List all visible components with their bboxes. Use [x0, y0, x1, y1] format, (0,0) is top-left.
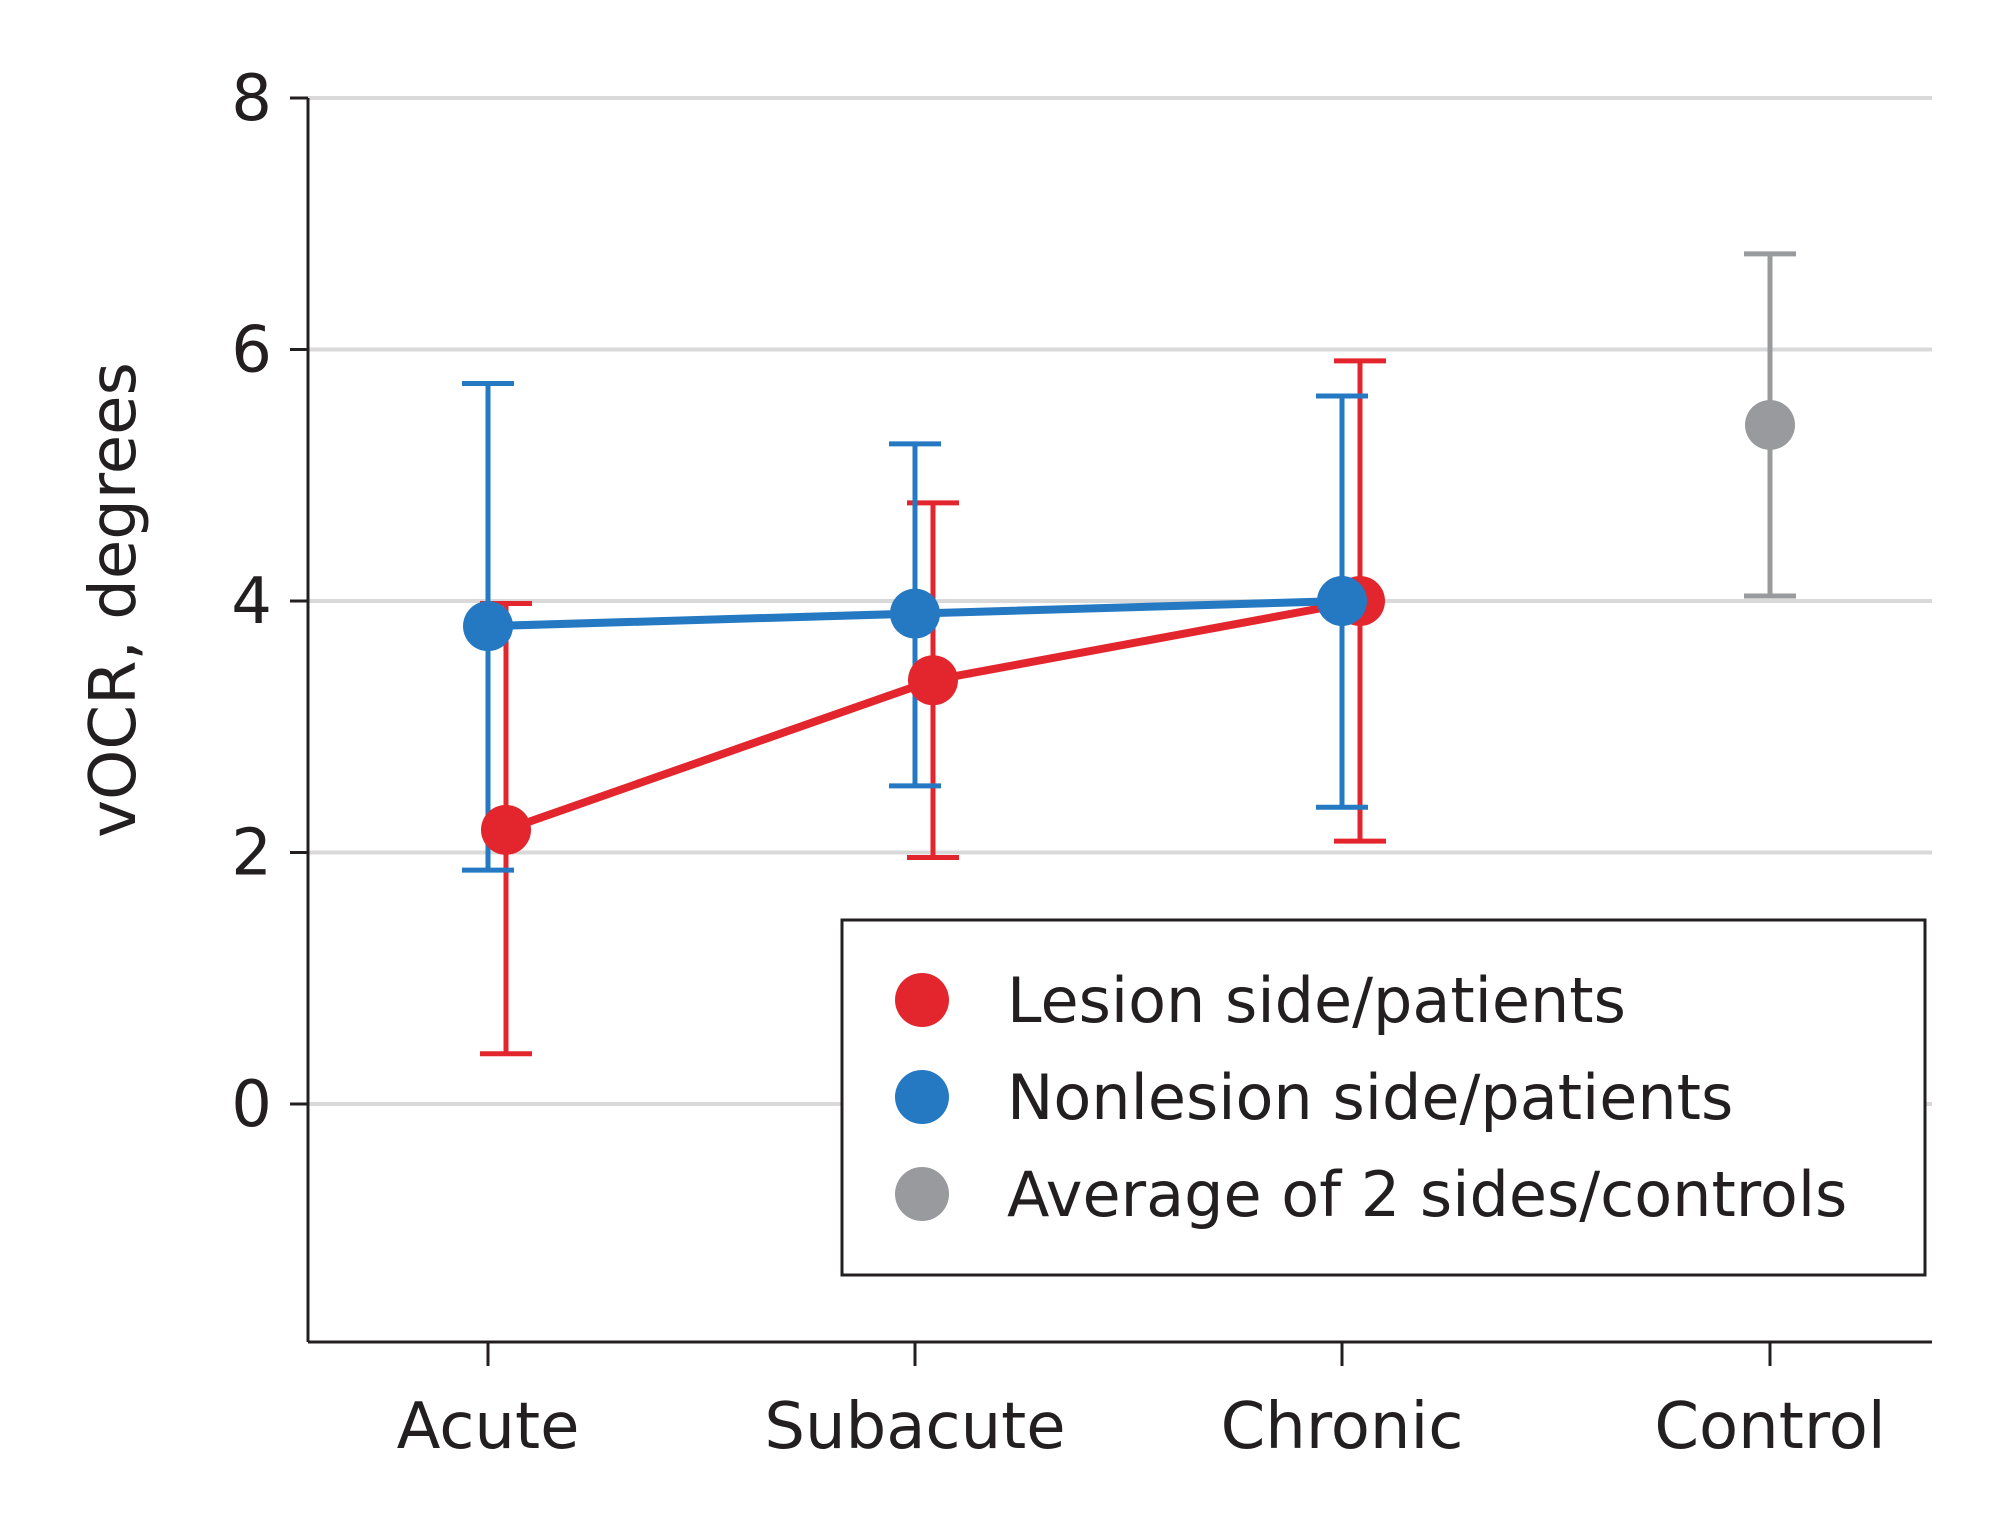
data-point	[1317, 576, 1367, 626]
y-tick-label: 4	[231, 565, 272, 639]
y-tick-label: 8	[231, 62, 272, 136]
data-point	[1745, 399, 1795, 450]
legend-label: Lesion side/patients	[1007, 964, 1626, 1037]
x-tick-label: Control	[1654, 1390, 1885, 1464]
x-tick-label: Subacute	[764, 1390, 1065, 1464]
legend-marker	[895, 973, 949, 1027]
y-tick-label: 6	[231, 314, 272, 388]
legend: Lesion side/patients Nonlesion side/patie…	[840, 918, 1927, 1277]
data-point	[890, 588, 940, 639]
axes: 0 2 4 6 8 Acute Subacute Chronic Control	[231, 62, 1932, 1464]
legend-marker	[895, 1070, 949, 1124]
legend-box	[840, 918, 1927, 1277]
data-point	[463, 601, 513, 652]
data-points	[463, 399, 1795, 855]
legend-marker	[895, 1167, 949, 1221]
x-tick-label: Chronic	[1221, 1390, 1464, 1464]
x-tick-label: Acute	[397, 1390, 580, 1464]
data-point	[481, 804, 531, 855]
y-axis-title: vOCR, degrees	[77, 362, 151, 838]
legend-label: Average of 2 sides/controls	[1007, 1158, 1847, 1231]
y-tick-label: 0	[231, 1068, 272, 1142]
legend-label: Nonlesion side/patients	[1007, 1061, 1733, 1134]
data-point	[908, 655, 958, 706]
y-tick-label: 2	[231, 817, 272, 891]
